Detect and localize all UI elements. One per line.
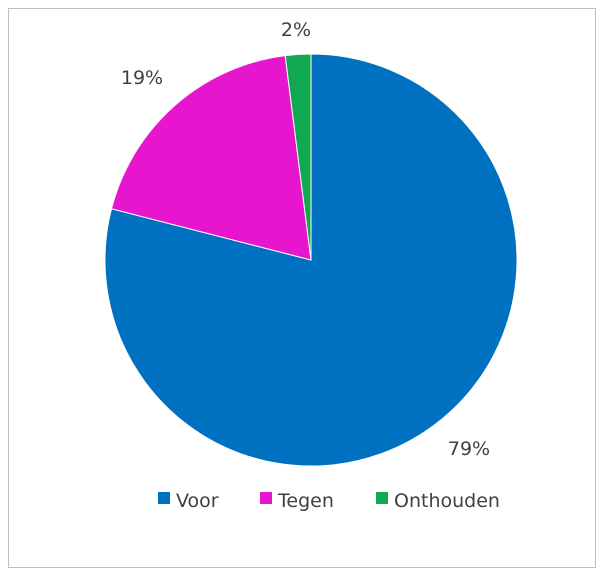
legend-swatch-onthouden [376,492,388,504]
pie-slice-onthouden [284,53,312,261]
data-label-tegen: 19% [121,67,163,89]
data-label-voor: 79% [448,438,490,460]
legend-label-voor: Voor [176,490,219,512]
legend-label-onthouden: Onthouden [394,490,500,512]
data-labels: 79% 19% 2% [121,19,490,460]
pie-slice-tegen [110,55,312,261]
legend-label-tegen: Tegen [277,490,334,512]
data-label-onthouden: 2% [281,19,311,41]
legend: Voor Tegen Onthouden [158,490,500,512]
legend-swatch-voor [158,492,170,504]
legend-swatch-tegen [260,492,272,504]
pie-slices [104,53,518,467]
